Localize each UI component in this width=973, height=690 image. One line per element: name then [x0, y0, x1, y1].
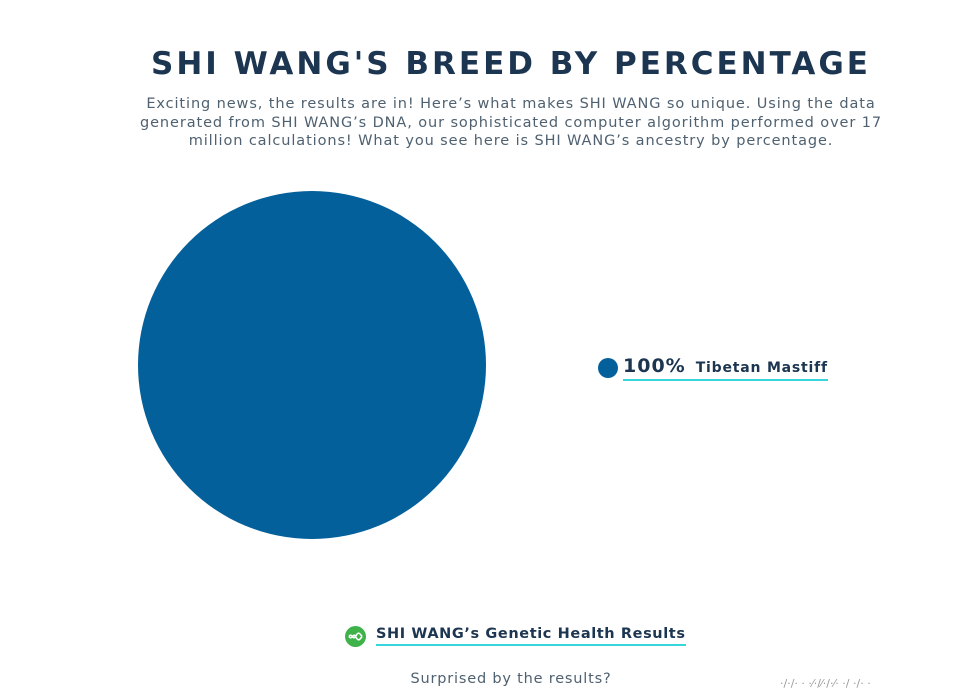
legend-swatch: [598, 358, 618, 378]
watermark-logo: ·/·/· · ·⁄·/⁄·/·⁄· ·/ ·/· ·: [780, 677, 871, 690]
legend-breed-name: Tibetan Mastiff: [695, 360, 828, 376]
intro-paragraph: Exciting news, the results are in! Here’…: [140, 96, 882, 149]
pie-slice-tibetan-mastiff: [138, 191, 486, 539]
genetic-health-results-label[interactable]: SHI WANG’s Genetic Health Results: [376, 626, 686, 646]
surprised-heading: Surprised by the results?: [410, 671, 612, 687]
legend-label[interactable]: 100% Tibetan Mastiff: [623, 355, 828, 381]
dna-icon: [345, 626, 366, 647]
legend-percentage: 100%: [623, 355, 686, 377]
page-title: SHI WANG'S BREED BY PERCENTAGE: [151, 46, 871, 82]
